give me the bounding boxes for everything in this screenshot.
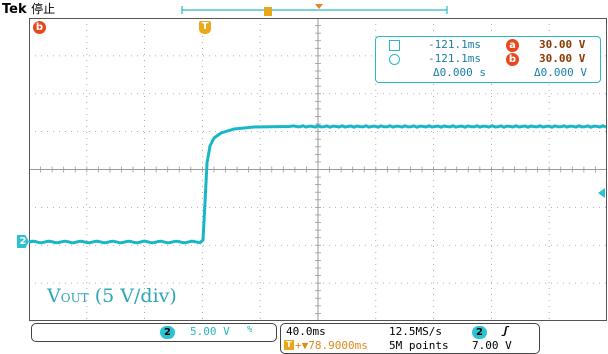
trace-label-main: V: [47, 285, 61, 307]
record-length-value: 5M points: [389, 339, 449, 352]
trigger-level-marker[interactable]: [598, 188, 605, 198]
trigger-position-value: +▼78.9000ms: [295, 339, 368, 352]
trace-annotation: VOUT (5 V/div): [47, 285, 177, 307]
channel-2-ground-marker[interactable]: 2: [17, 235, 29, 248]
graticule: [29, 18, 607, 321]
channel-readout[interactable]: 2 5.00 V %: [31, 323, 277, 342]
channel-2-scale: 5.00 V: [190, 325, 230, 338]
trigger-position-icon: [264, 7, 272, 16]
horizontal-trigger-readout[interactable]: 40.0ms 12.5MS/s 2 ʃ T +▼78.9000ms 5M poi…: [280, 323, 540, 354]
timebase-value: 40.0ms: [286, 325, 326, 338]
cursor-a-badge: a: [506, 39, 519, 52]
cursor-delta-time: Δ0.000 s: [433, 66, 486, 79]
channel-2-badge: 2: [160, 326, 175, 339]
trigger-marker[interactable]: T: [199, 21, 211, 34]
graticule-border: [29, 18, 607, 321]
channel-2-trace: [29, 124, 607, 245]
reference-b-badge: b: [33, 21, 46, 34]
sample-rate-value: 12.5MS/s: [389, 325, 442, 338]
cursor-square-icon: [389, 40, 400, 51]
cursor-circle-icon: [389, 54, 400, 65]
trace-label-scale: (5 V/div): [88, 285, 177, 307]
run-status-label: 停止: [31, 2, 56, 16]
scope-title: Tek 停止: [2, 0, 55, 17]
expansion-point-icon: [315, 4, 323, 9]
record-position-bar[interactable]: [0, 0, 608, 20]
trace-label-subscript: OUT: [60, 291, 89, 305]
cursor-readout-panel: -121.1ms a 30.00 V -121.1ms b 30.00 V Δ0…: [375, 36, 601, 83]
waveform-display[interactable]: [29, 18, 607, 321]
cursor-a-time: -121.1ms: [428, 38, 481, 51]
bandwidth-limit-icon: %: [247, 325, 253, 335]
trigger-position-icon: T: [284, 340, 294, 350]
cursor-b-time: -121.1ms: [428, 52, 481, 65]
cursor-delta-value: Δ0.000 V: [534, 66, 587, 79]
cursor-b-value: 30.00 V: [539, 52, 586, 65]
reference-b-marker[interactable]: b: [33, 21, 46, 34]
trigger-source-badge: 2: [472, 326, 487, 339]
brand-label: Tek: [2, 2, 27, 17]
cursor-a-value: 30.00 V: [539, 38, 586, 51]
cursor-b-badge: b: [506, 53, 519, 66]
trigger-level-value: 7.00 V: [472, 339, 512, 352]
rising-edge-icon: ʃ: [502, 324, 509, 337]
